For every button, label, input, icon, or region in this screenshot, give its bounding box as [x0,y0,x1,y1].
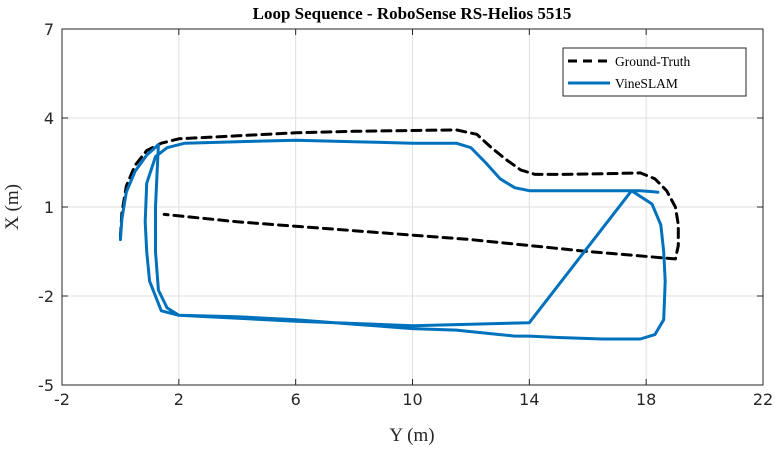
series-layer [118,128,680,341]
y-tick-label: 1 [44,198,54,217]
legend-label-ground-truth: Ground-Truth [615,54,691,69]
y-tick-label: -2 [38,287,54,306]
x-tick-label: 22 [753,390,773,409]
legend-box [562,47,747,97]
y-tick-label: 7 [44,20,54,39]
x-tick-label: 14 [519,390,539,409]
x-tick-label: -2 [54,390,70,409]
chart-title: Loop Sequence - RoboSense RS-Helios 5515 [253,4,572,23]
series-line-vineslam [118,138,667,341]
x-tick-label: 18 [636,390,656,409]
y-tick-label: -5 [38,376,54,395]
y-axis-ticks: -5 -2 1 4 7 [38,20,763,395]
y-tick-label: 4 [44,109,54,128]
legend-label-vineslam: VineSLAM [615,76,678,91]
x-axis-ticks: -2 2 6 10 14 18 22 [54,29,773,409]
x-tick-label: 6 [291,390,301,409]
x-tick-label: 10 [402,390,422,409]
series-line-ground-truth [118,128,680,261]
legend: Ground-Truth VineSLAM [562,47,747,97]
x-tick-label: 2 [174,390,184,409]
x-axis-label: Y (m) [389,425,434,446]
y-axis-label: X (m) [2,184,23,230]
